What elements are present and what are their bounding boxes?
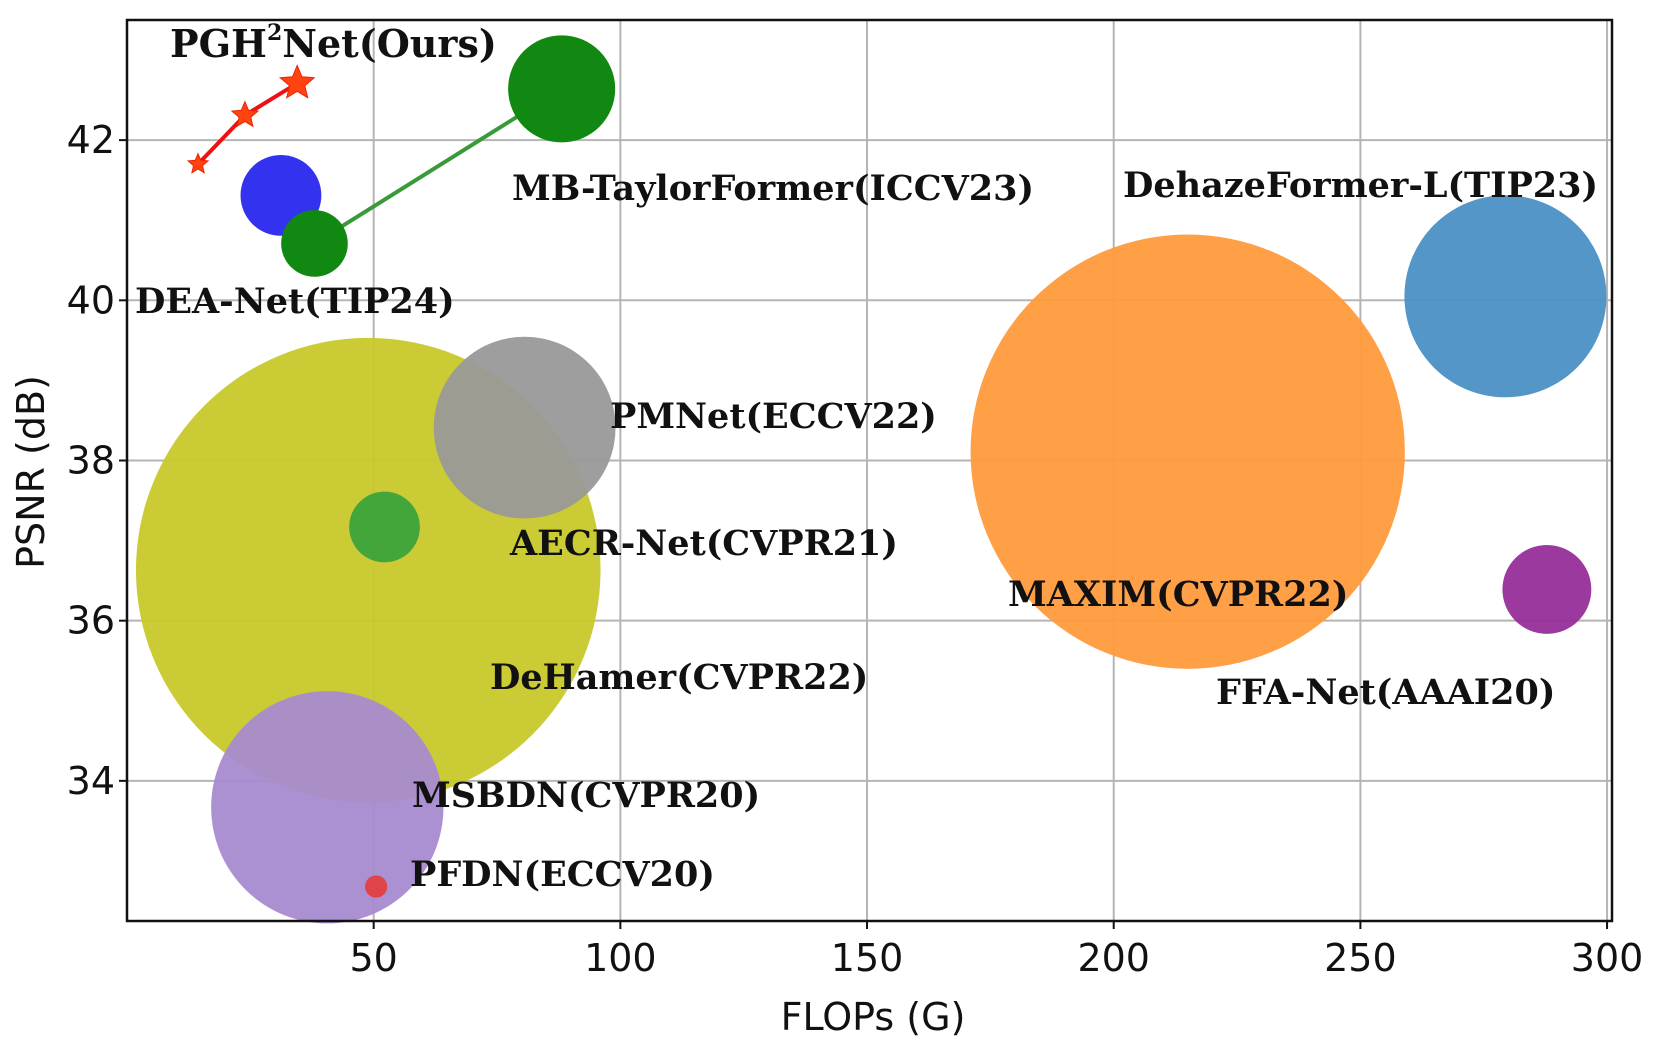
label-mb-taylorformer: MB-TaylorFormer(ICCV23) bbox=[512, 168, 1034, 209]
line-pgh-net-ours bbox=[196, 81, 299, 166]
label-dea-net: DEA-Net(TIP24) bbox=[135, 281, 455, 322]
label-dehamer: DeHamer(CVPR22) bbox=[490, 657, 868, 698]
bubble-pmnet-eccv22 bbox=[433, 336, 616, 519]
x-axis-title: FLOPs (G) bbox=[781, 995, 966, 1039]
labels-layer: DeHamer(CVPR22) MAXIM(CVPR22) MSBDN(CVPR… bbox=[135, 20, 1598, 895]
bubble-ffa-net-aaai20 bbox=[1502, 544, 1592, 634]
label-pfdn: PFDN(ECCV20) bbox=[410, 854, 715, 895]
label-pgh2net-ours: PGH2Net(Ours) bbox=[170, 20, 497, 66]
star-marker-1 bbox=[230, 100, 260, 128]
marker-mb-taylorformer-iccv23-0 bbox=[281, 210, 348, 277]
x-tick-label-50: 50 bbox=[349, 936, 397, 980]
x-tick-label-100: 100 bbox=[584, 936, 657, 980]
bubble-maxim-cvpr22 bbox=[970, 234, 1405, 669]
bubble-dehazeformer-l-tip23 bbox=[1404, 195, 1607, 398]
y-tick-label-38: 38 bbox=[67, 438, 115, 482]
bubble-aecr-net-cvpr21 bbox=[349, 491, 420, 563]
x-tick-label-200: 200 bbox=[1077, 936, 1150, 980]
label-ffa-net: FFA-Net(AAAI20) bbox=[1216, 672, 1555, 713]
label-msbdn: MSBDN(CVPR20) bbox=[412, 775, 760, 816]
label-dehazeformer: DehazeFormer-L(TIP23) bbox=[1123, 165, 1598, 206]
y-tick-label-40: 40 bbox=[67, 278, 115, 322]
label-pmnet: PMNet(ECCV22) bbox=[610, 396, 937, 437]
ticks: 50 100 150 200 250 300 34 36 38 40 42 bbox=[67, 118, 1644, 980]
star-marker-2 bbox=[278, 64, 316, 99]
y-tick-label-36: 36 bbox=[67, 599, 115, 643]
plot-frame bbox=[125, 18, 1614, 923]
x-tick-label-300: 300 bbox=[1571, 936, 1644, 980]
x-tick-label-150: 150 bbox=[831, 936, 904, 980]
label-maxim: MAXIM(CVPR22) bbox=[1008, 574, 1348, 615]
label-aecr-net: AECR-Net(CVPR21) bbox=[509, 523, 898, 564]
marker-mb-taylorformer-iccv23-1 bbox=[508, 35, 616, 143]
x-tick-label-250: 250 bbox=[1324, 936, 1397, 980]
bubble-pfdn-eccv20 bbox=[365, 875, 388, 898]
star-marker-0 bbox=[186, 152, 210, 174]
series-layer bbox=[135, 35, 1607, 924]
y-tick-label-42: 42 bbox=[67, 118, 115, 162]
y-axis-title: PSNR (dB) bbox=[9, 375, 53, 569]
y-tick-label-34: 34 bbox=[67, 759, 115, 803]
bubble-msbdn-cvpr20 bbox=[211, 691, 444, 924]
